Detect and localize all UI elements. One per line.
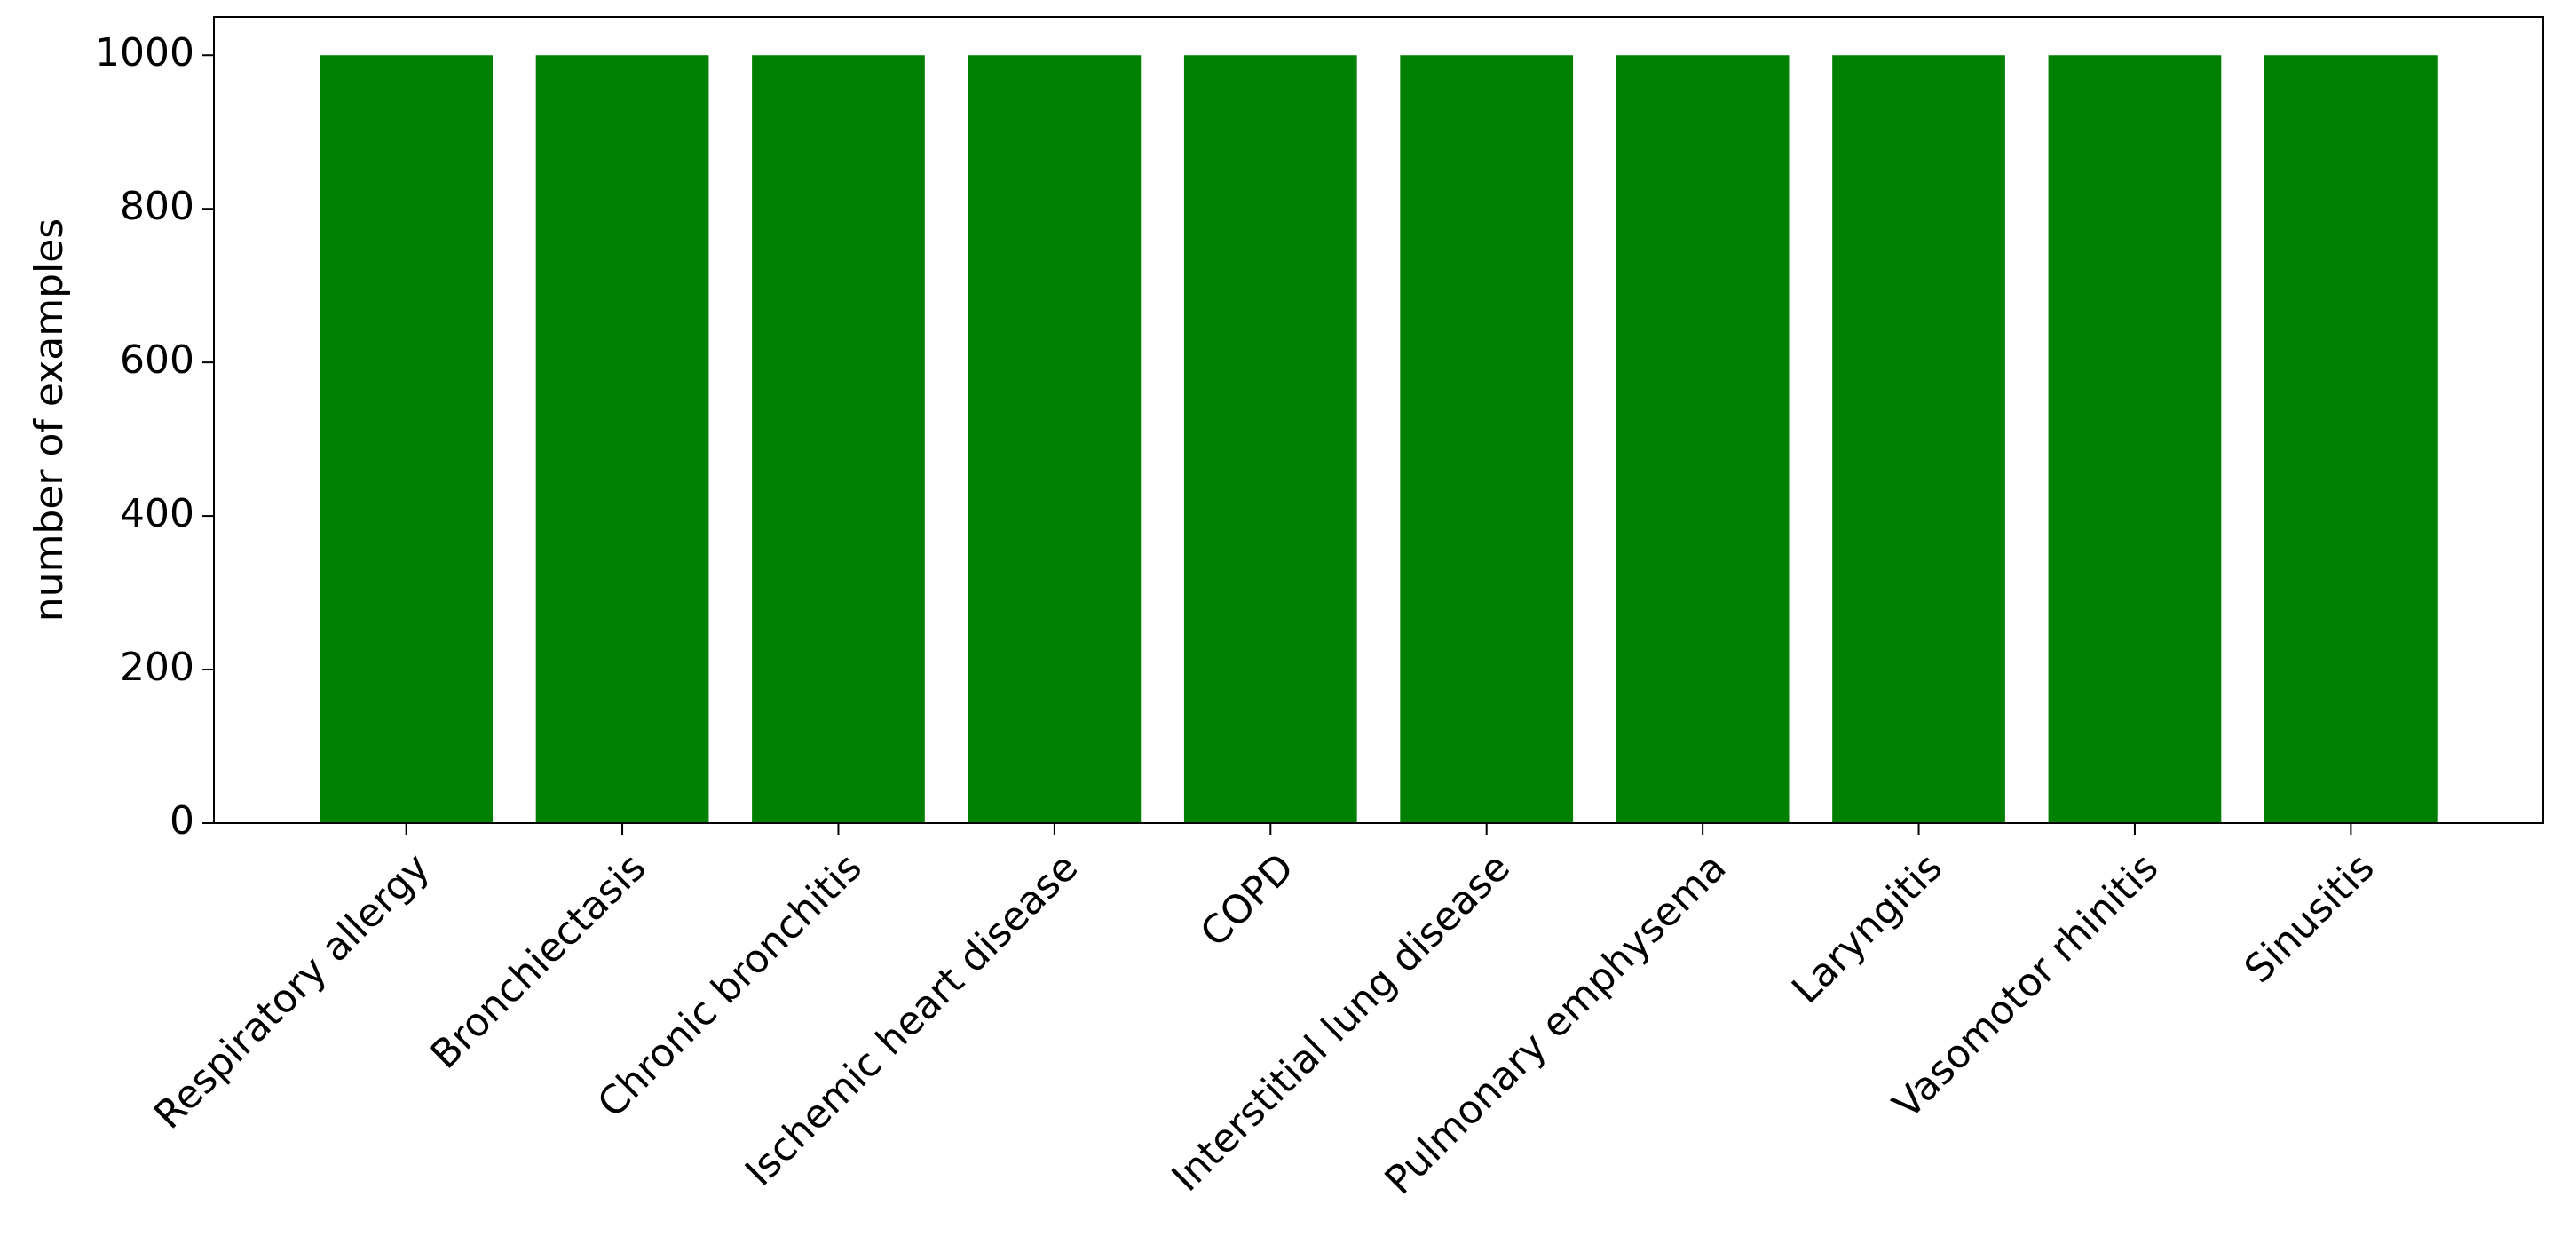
bar bbox=[968, 55, 1142, 823]
x-tick-label: Bronchiectasis bbox=[422, 844, 654, 1077]
bar bbox=[752, 55, 925, 823]
bar bbox=[2264, 55, 2438, 823]
bar bbox=[320, 55, 494, 823]
bar bbox=[535, 55, 709, 823]
y-tick-label: 800 bbox=[120, 184, 194, 229]
x-tick-label: Laryngitis bbox=[1783, 844, 1951, 1012]
y-tick-label: 1000 bbox=[95, 30, 194, 75]
y-tick-label: 0 bbox=[170, 798, 194, 844]
x-tick-label: Sinusitis bbox=[2236, 844, 2383, 992]
bar bbox=[1183, 55, 1357, 823]
y-tick-label: 200 bbox=[120, 645, 194, 690]
bar bbox=[2048, 55, 2222, 823]
y-tick-label: 400 bbox=[120, 491, 194, 536]
y-axis-label: number of examples bbox=[27, 218, 72, 622]
x-tick-label: Pulmonary emphysema bbox=[1377, 844, 1735, 1203]
x-tick-label: COPD bbox=[1192, 844, 1303, 955]
y-tick-label: 600 bbox=[120, 337, 194, 383]
bar bbox=[1616, 55, 1790, 823]
bar bbox=[1400, 55, 1574, 823]
plot-frame bbox=[213, 16, 2544, 824]
x-tick-label: Respiratory allergy bbox=[146, 844, 439, 1137]
bar bbox=[1832, 55, 2005, 823]
